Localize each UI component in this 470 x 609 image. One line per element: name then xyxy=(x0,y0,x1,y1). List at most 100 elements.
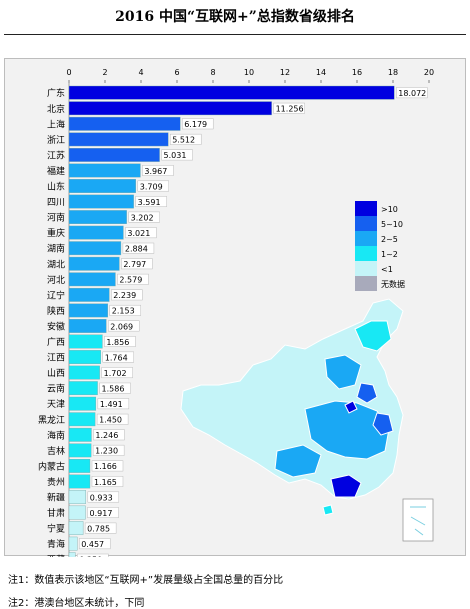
bar-28 xyxy=(68,505,86,520)
category-label: 河北 xyxy=(47,274,65,286)
bar-7 xyxy=(68,179,136,193)
bar-25 xyxy=(68,459,91,473)
value-label-box xyxy=(137,180,170,192)
map-region-island xyxy=(322,504,334,516)
bar-19 xyxy=(68,365,100,380)
category-label: 山东 xyxy=(47,181,65,193)
china-map xyxy=(180,298,434,542)
bar-27 xyxy=(68,490,86,504)
map-region-capital xyxy=(344,400,358,414)
value-label: 18.072 xyxy=(398,89,426,98)
category-label: 新疆 xyxy=(47,492,65,504)
bar-26 xyxy=(68,474,91,489)
value-label-box xyxy=(135,196,167,208)
category-label: 黑龙江 xyxy=(38,414,65,426)
value-label: 2.069 xyxy=(110,322,133,331)
value-label-box xyxy=(117,273,149,285)
category-label: 内蒙古 xyxy=(38,460,65,472)
value-label-box xyxy=(273,102,305,114)
value-label: 0.350 xyxy=(79,556,102,558)
value-label: 1.450 xyxy=(99,416,122,425)
value-label-box xyxy=(77,553,109,557)
bar-18 xyxy=(68,350,101,364)
x-tick-label: 12 xyxy=(280,68,290,77)
bar-9 xyxy=(68,210,127,224)
category-label: 上海 xyxy=(47,118,65,130)
bar-15 xyxy=(68,303,108,318)
map-region-southwest xyxy=(274,444,322,478)
title-divider xyxy=(4,34,466,35)
bar-5 xyxy=(68,147,160,162)
value-label: 1.491 xyxy=(100,400,123,409)
value-label-box xyxy=(142,165,174,176)
map-region-northeast xyxy=(354,320,392,352)
x-tick-label: 0 xyxy=(66,68,71,77)
legend-label: 2~5 xyxy=(381,235,398,244)
value-label-box xyxy=(91,460,124,472)
legend-swatch xyxy=(355,216,377,231)
value-label-box xyxy=(181,118,214,130)
category-label: 江苏 xyxy=(47,149,65,161)
bar-21 xyxy=(68,396,97,411)
value-label-box xyxy=(161,149,193,161)
category-label: 甘肃 xyxy=(47,507,65,519)
bar-16 xyxy=(68,319,107,333)
category-label: 海南 xyxy=(47,429,65,441)
map-region-coast xyxy=(356,382,378,404)
bar-14 xyxy=(68,287,110,302)
bar-11 xyxy=(68,241,122,256)
value-label-box xyxy=(109,304,142,316)
value-label-box xyxy=(107,320,140,332)
bar-3 xyxy=(68,116,181,131)
category-label: 安徽 xyxy=(47,320,65,332)
category-label: 西藏 xyxy=(47,554,65,557)
bar-24 xyxy=(68,443,92,458)
value-label: 2.579 xyxy=(119,276,142,285)
map-inset-islands xyxy=(410,506,426,536)
value-label: 3.709 xyxy=(140,182,163,191)
value-label-box xyxy=(99,382,131,394)
legend-label: 无数据 xyxy=(381,279,405,289)
value-label: 5.512 xyxy=(172,136,195,145)
x-tick-label: 2 xyxy=(102,68,107,77)
value-label: 0.785 xyxy=(87,524,110,533)
value-label: 6.179 xyxy=(184,120,207,129)
value-label-box xyxy=(121,258,153,270)
category-label: 重庆 xyxy=(47,227,65,239)
value-label-box xyxy=(122,242,155,254)
category-label: 湖北 xyxy=(47,259,65,270)
category-label: 青海 xyxy=(47,538,65,550)
value-label-box xyxy=(128,211,160,223)
value-label: 2.239 xyxy=(113,291,136,300)
category-label: 广西 xyxy=(47,336,65,348)
bar-23 xyxy=(68,427,92,442)
value-label-box xyxy=(396,87,428,99)
x-tick-label: 16 xyxy=(352,68,362,77)
value-label: 0.917 xyxy=(90,509,113,518)
value-label: 3.967 xyxy=(144,167,167,176)
value-label: 1.702 xyxy=(104,369,127,378)
value-label-box xyxy=(78,538,111,550)
x-tick-label: 14 xyxy=(316,68,326,77)
legend-label: >10 xyxy=(381,205,398,214)
category-label: 北京 xyxy=(47,103,65,115)
category-label: 四川 xyxy=(47,198,65,208)
bar-31 xyxy=(68,552,76,557)
footnote-2: 注2：港澳台地区未统计，下同 xyxy=(8,598,145,609)
category-label: 江西 xyxy=(47,353,65,364)
category-label: 湖南 xyxy=(47,243,65,255)
x-tick-label: 10 xyxy=(244,68,254,77)
value-label-box xyxy=(91,476,124,487)
legend-label: <1 xyxy=(381,265,393,274)
value-label: 1.764 xyxy=(105,353,128,362)
map-region-north xyxy=(324,354,362,390)
category-label: 广东 xyxy=(47,87,65,99)
bar-17 xyxy=(68,334,103,349)
bar-2 xyxy=(68,101,272,116)
legend-swatch xyxy=(355,231,377,246)
value-label-box xyxy=(97,398,130,410)
category-label: 河南 xyxy=(47,212,65,224)
value-label-box xyxy=(102,351,135,363)
legend-swatch xyxy=(355,201,377,216)
category-label: 贵州 xyxy=(47,476,65,488)
